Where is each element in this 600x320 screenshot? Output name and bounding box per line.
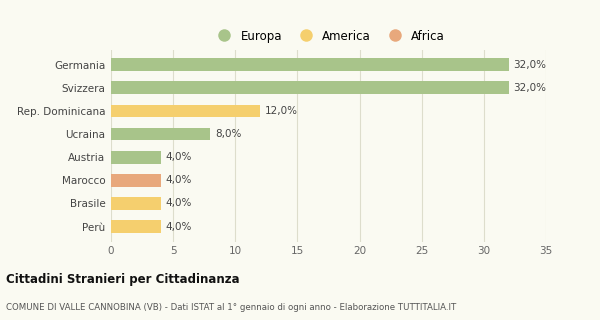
Text: 32,0%: 32,0% [513,60,546,70]
Text: Cittadini Stranieri per Cittadinanza: Cittadini Stranieri per Cittadinanza [6,273,239,286]
Text: 4,0%: 4,0% [165,221,191,231]
Text: 8,0%: 8,0% [215,129,241,139]
Bar [111,128,211,140]
Legend: Europa, America, Africa: Europa, America, Africa [208,25,449,47]
Bar [111,58,509,71]
Text: COMUNE DI VALLE CANNOBINA (VB) - Dati ISTAT al 1° gennaio di ogni anno - Elabora: COMUNE DI VALLE CANNOBINA (VB) - Dati IS… [6,303,456,312]
Text: 32,0%: 32,0% [513,83,546,93]
Bar [111,220,161,233]
Text: 12,0%: 12,0% [265,106,298,116]
Bar [111,105,260,117]
Bar [111,197,161,210]
Text: 4,0%: 4,0% [165,198,191,208]
Text: 4,0%: 4,0% [165,152,191,162]
Text: 4,0%: 4,0% [165,175,191,185]
Bar [111,174,161,187]
Bar [111,151,161,164]
Bar [111,82,509,94]
